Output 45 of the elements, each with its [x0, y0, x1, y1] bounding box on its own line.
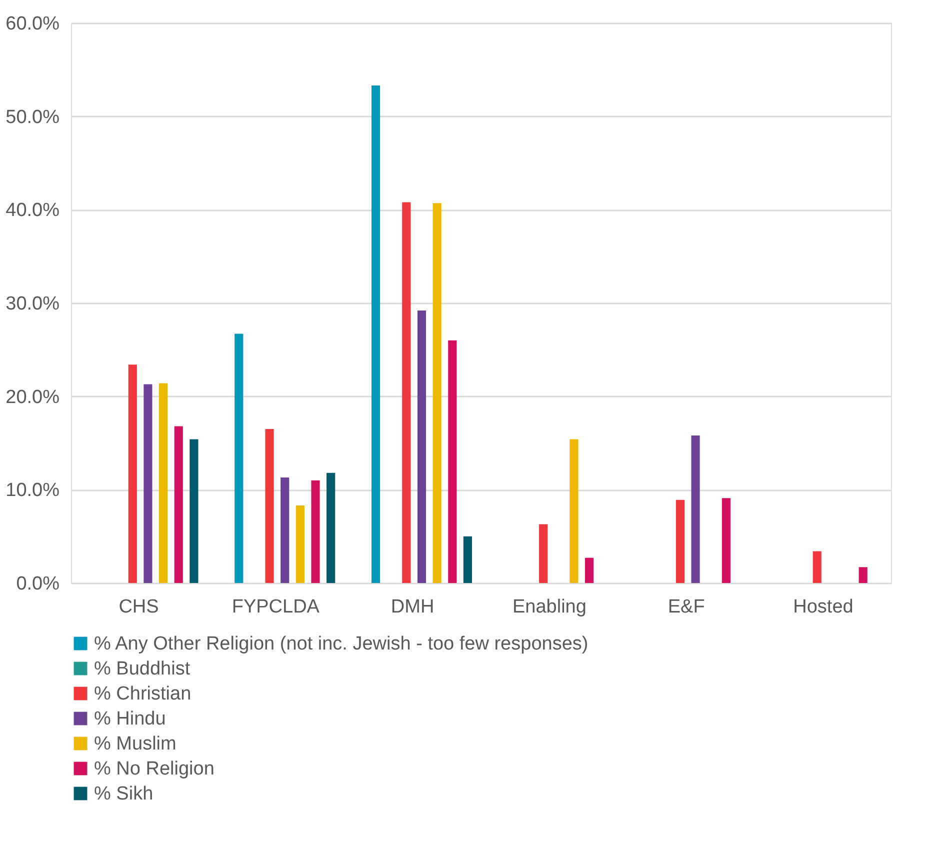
bar	[691, 436, 700, 583]
legend-label: % Muslim	[94, 734, 176, 754]
legend-label: % Buddhist	[94, 658, 191, 680]
bar	[812, 551, 822, 583]
bar	[417, 310, 426, 583]
bar	[311, 480, 320, 583]
bar	[722, 498, 730, 583]
y-tick-label: 0.0%	[16, 574, 60, 594]
bar	[190, 439, 198, 583]
x-tick-label: E&F	[668, 596, 705, 618]
bar	[448, 340, 457, 583]
legend-label: % Christian	[94, 684, 192, 704]
bar	[402, 202, 411, 583]
y-tick-label: 40.0%	[6, 200, 60, 222]
bar	[280, 478, 290, 583]
bar	[128, 364, 137, 583]
legend-label: % Any Other Religion (not inc. Jewish - too few responses)	[94, 634, 588, 654]
bar	[144, 384, 152, 583]
bar	[585, 558, 594, 583]
legend-label: % No Religion	[94, 758, 214, 780]
x-tick-label: DMH	[390, 596, 434, 618]
bar	[432, 203, 442, 583]
bar	[539, 524, 548, 583]
bar	[371, 86, 380, 583]
bar	[296, 506, 304, 583]
bar	[676, 500, 685, 583]
y-tick-label: 60.0%	[6, 14, 60, 34]
legend-label: % Sikh	[94, 784, 154, 804]
legend-label: % Hindu	[94, 708, 166, 730]
y-tick-label: 10.0%	[6, 480, 60, 502]
x-tick-label: Hosted	[793, 596, 854, 618]
bar	[858, 567, 868, 583]
bar	[174, 426, 183, 583]
y-tick-label: 30.0%	[6, 294, 60, 314]
bar	[326, 472, 336, 583]
y-tick-label: 50.0%	[6, 106, 60, 128]
bar	[158, 383, 168, 583]
bar	[234, 334, 244, 583]
bar	[265, 429, 274, 583]
y-tick-label: 20.0%	[6, 386, 60, 408]
x-tick-label: Enabling	[512, 596, 586, 618]
bar	[463, 536, 472, 583]
x-tick-label: CHS	[118, 596, 159, 618]
bar	[570, 439, 578, 583]
x-tick-label: FYPCLDA	[232, 596, 320, 618]
